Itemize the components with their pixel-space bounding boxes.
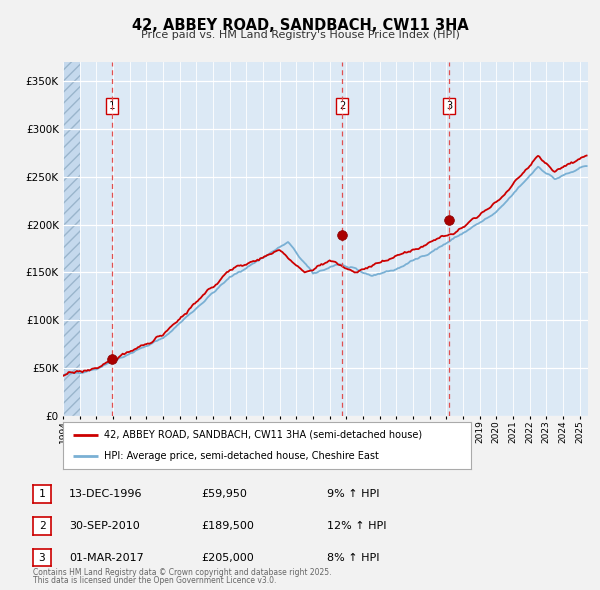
Text: 1: 1 <box>109 101 115 111</box>
Text: £59,950: £59,950 <box>201 489 247 499</box>
Text: 01-MAR-2017: 01-MAR-2017 <box>69 553 144 562</box>
Text: 30-SEP-2010: 30-SEP-2010 <box>69 522 140 531</box>
Text: 9% ↑ HPI: 9% ↑ HPI <box>327 489 380 499</box>
Text: 2: 2 <box>339 101 345 111</box>
Text: 42, ABBEY ROAD, SANDBACH, CW11 3HA: 42, ABBEY ROAD, SANDBACH, CW11 3HA <box>131 18 469 32</box>
Text: 1: 1 <box>38 489 46 499</box>
Text: 8% ↑ HPI: 8% ↑ HPI <box>327 553 380 562</box>
Text: Price paid vs. HM Land Registry's House Price Index (HPI): Price paid vs. HM Land Registry's House … <box>140 30 460 40</box>
Text: This data is licensed under the Open Government Licence v3.0.: This data is licensed under the Open Gov… <box>33 576 277 585</box>
Text: 3: 3 <box>38 553 46 562</box>
Bar <box>63 62 80 416</box>
Text: 2: 2 <box>38 522 46 531</box>
Text: Contains HM Land Registry data © Crown copyright and database right 2025.: Contains HM Land Registry data © Crown c… <box>33 568 331 577</box>
Text: 3: 3 <box>446 101 452 111</box>
Text: 42, ABBEY ROAD, SANDBACH, CW11 3HA (semi-detached house): 42, ABBEY ROAD, SANDBACH, CW11 3HA (semi… <box>104 430 422 440</box>
Text: 13-DEC-1996: 13-DEC-1996 <box>69 489 143 499</box>
Text: 12% ↑ HPI: 12% ↑ HPI <box>327 522 386 531</box>
Text: £205,000: £205,000 <box>201 553 254 562</box>
Text: HPI: Average price, semi-detached house, Cheshire East: HPI: Average price, semi-detached house,… <box>104 451 379 461</box>
Text: £189,500: £189,500 <box>201 522 254 531</box>
